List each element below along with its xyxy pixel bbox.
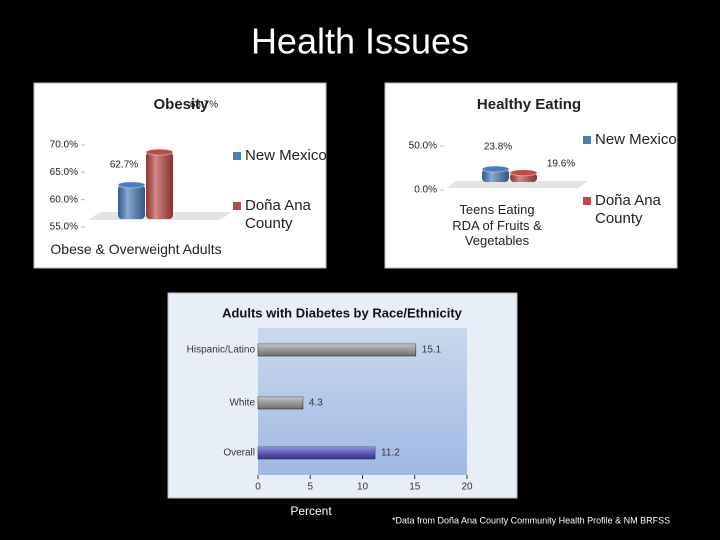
value-label: 23.8% <box>484 142 512 153</box>
value-label: 4.3 <box>309 398 323 409</box>
chart-title: Healthy Eating <box>477 96 581 113</box>
chart-floor <box>446 181 588 188</box>
bar-cap <box>509 169 538 177</box>
legend-swatch <box>583 136 591 144</box>
y-tick-label: 65.0% <box>50 167 78 178</box>
x-tick-label: 10 <box>357 482 369 493</box>
bar-cap <box>481 165 510 173</box>
category-label: Obese & Overweight Adults <box>50 241 222 257</box>
legend-label: Doña Ana County <box>245 197 311 232</box>
chart-title: Obesity <box>153 96 209 113</box>
value-label: 19.6% <box>547 158 575 169</box>
y-tick-label: 50.0% <box>409 141 437 152</box>
value-label: 11.2 <box>381 448 400 459</box>
chart-title: Adults with Diabetes by Race/Ethnicity <box>222 305 463 320</box>
legend-swatch <box>233 152 241 160</box>
bar-shading <box>118 184 145 219</box>
x-tick-label: 0 <box>255 482 261 493</box>
legend-swatch <box>233 202 241 210</box>
category-label: Overall <box>223 448 255 459</box>
legend-swatch <box>583 197 591 205</box>
y-tick-label: 0.0% <box>414 185 437 196</box>
bar-shading <box>146 152 173 219</box>
slide-title: Health Issues <box>251 21 469 62</box>
bar-shading <box>258 397 303 409</box>
bar-cap <box>117 181 146 189</box>
x-tick-label: 20 <box>461 482 473 493</box>
legend-label: New Mexico <box>245 147 327 164</box>
footnote: *Data from Doña Ana County Community Hea… <box>392 515 670 525</box>
legend-label: Doña Ana County <box>595 192 661 227</box>
x-tick-label: 15 <box>409 482 421 493</box>
category-label: White <box>229 398 255 409</box>
category-label: Hispanic/Latino <box>187 345 256 356</box>
y-tick-label: 70.0% <box>50 140 78 151</box>
bar-shading <box>482 169 509 182</box>
x-axis-label: Percent <box>290 504 332 518</box>
bar-shading <box>258 344 416 356</box>
legend-label: New Mexico <box>595 131 677 148</box>
chart-frame <box>33 82 327 269</box>
x-tick-label: 5 <box>307 482 313 493</box>
value-label: 15.1 <box>422 345 442 356</box>
value-label: 68.7% <box>190 100 218 111</box>
bar-shading <box>258 447 376 459</box>
y-tick-label: 55.0% <box>50 222 78 233</box>
y-tick-label: 60.0% <box>50 194 78 205</box>
category-label: Teens Eating RDA of Fruits & Vegetables <box>452 202 542 249</box>
value-label: 62.7% <box>110 160 138 171</box>
bar-cap <box>145 148 174 156</box>
